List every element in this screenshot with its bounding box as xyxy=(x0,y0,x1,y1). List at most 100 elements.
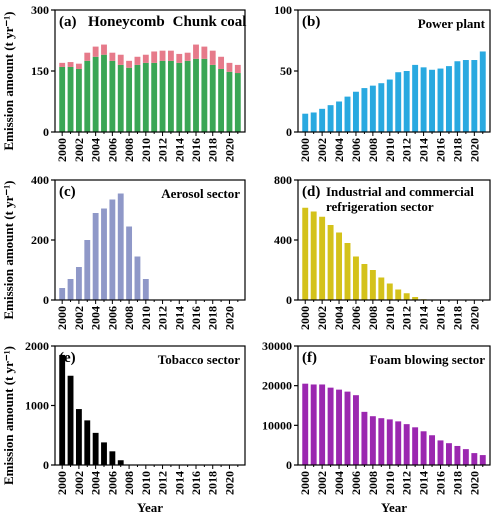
bar xyxy=(67,62,74,67)
x-tick-label: 2004 xyxy=(89,138,103,162)
bar xyxy=(344,243,351,300)
bar xyxy=(117,54,124,65)
plot-frame xyxy=(297,179,491,301)
x-tick-label: 2004 xyxy=(332,138,346,162)
bar xyxy=(319,108,326,132)
x-tick-label: 2002 xyxy=(72,471,86,495)
bar xyxy=(109,451,116,465)
bar xyxy=(369,416,376,465)
bar xyxy=(117,460,124,465)
y-tick-label: 400 xyxy=(274,233,292,247)
bar xyxy=(429,69,436,132)
bar xyxy=(352,395,359,465)
x-tick-label: 2014 xyxy=(417,138,431,162)
bar xyxy=(420,67,427,132)
bar xyxy=(134,64,141,132)
bar xyxy=(352,91,359,132)
bar xyxy=(117,193,124,300)
x-tick-label: 2004 xyxy=(332,306,346,330)
bar xyxy=(361,88,368,132)
panel-title: Foam blowing sector xyxy=(369,352,485,367)
bar xyxy=(84,52,91,61)
panel-label: (c) xyxy=(59,184,76,200)
bar xyxy=(437,440,444,465)
bar xyxy=(142,54,149,63)
bar xyxy=(134,256,141,300)
bar xyxy=(310,112,317,132)
bar xyxy=(352,256,359,300)
x-tick-label: 2014 xyxy=(172,138,186,162)
plot-frame xyxy=(54,9,246,133)
bar xyxy=(462,60,469,132)
bar xyxy=(101,442,107,465)
x-tick-label: 2014 xyxy=(417,306,431,330)
bar xyxy=(412,64,419,132)
x-tick-label: 2018 xyxy=(206,471,220,495)
bar xyxy=(462,449,469,465)
bar xyxy=(126,226,133,300)
bar xyxy=(209,50,216,65)
bar xyxy=(159,50,166,61)
bar xyxy=(445,66,452,132)
panel-title: Power plant xyxy=(418,16,486,31)
panel-title: refrigeration sector xyxy=(326,199,434,214)
bar xyxy=(336,389,343,465)
x-tick-label: 2016 xyxy=(434,471,448,495)
bar xyxy=(454,61,461,132)
bar xyxy=(429,435,436,465)
bar xyxy=(142,279,149,300)
bar xyxy=(176,53,183,63)
bar xyxy=(92,56,99,133)
x-tick-label: 2008 xyxy=(122,306,136,330)
bar xyxy=(117,64,124,132)
bar xyxy=(378,277,385,300)
y-tick-label: 0 xyxy=(286,125,292,139)
y-axis-label: Emission amount (t yr⁻¹) xyxy=(1,346,16,485)
x-tick-label: 2012 xyxy=(400,138,414,162)
bar xyxy=(403,424,410,465)
x-tick-label: 2004 xyxy=(332,471,346,495)
panel-label: (d) xyxy=(302,184,320,200)
panel-title: Tobacco sector xyxy=(158,352,240,367)
bar xyxy=(479,51,486,133)
y-tick-label: 50 xyxy=(280,64,292,78)
bar xyxy=(67,66,74,132)
bar xyxy=(176,62,183,132)
x-tick-label: 2000 xyxy=(55,306,69,330)
x-tick-label: 2016 xyxy=(189,471,203,495)
x-tick-label: 2006 xyxy=(105,306,119,330)
bar xyxy=(327,225,334,300)
y-tick-label: 30000 xyxy=(262,339,292,353)
bar xyxy=(126,67,133,132)
x-tick-label: 2010 xyxy=(139,471,153,495)
bar xyxy=(479,455,486,465)
x-axis-label: Year xyxy=(381,500,407,515)
bar xyxy=(218,68,225,132)
bar xyxy=(75,68,82,132)
bar xyxy=(395,289,402,300)
plot-frame xyxy=(297,9,491,133)
bar xyxy=(167,50,174,61)
bar xyxy=(369,85,376,132)
x-tick-label: 2002 xyxy=(72,138,86,162)
bar xyxy=(109,60,116,133)
legend-entry: Chunk coal xyxy=(173,14,247,30)
plot-frame xyxy=(54,179,246,301)
x-tick-label: 2000 xyxy=(298,471,312,495)
y-axis-label: Emission amount (t yr⁻¹) xyxy=(1,181,16,320)
x-tick-label: 2008 xyxy=(366,471,380,495)
x-tick-label: 2020 xyxy=(222,471,236,495)
bar xyxy=(302,113,309,132)
bar xyxy=(403,71,410,132)
x-tick-label: 2016 xyxy=(434,306,448,330)
x-tick-label: 2000 xyxy=(55,471,69,495)
x-tick-label: 2016 xyxy=(189,306,203,330)
x-tick-label: 2018 xyxy=(450,306,464,330)
bar xyxy=(336,101,343,132)
x-tick-label: 2016 xyxy=(434,138,448,162)
x-tick-label: 2006 xyxy=(105,471,119,495)
bar xyxy=(84,60,91,133)
x-tick-label: 2010 xyxy=(383,471,397,495)
bar xyxy=(319,216,326,300)
